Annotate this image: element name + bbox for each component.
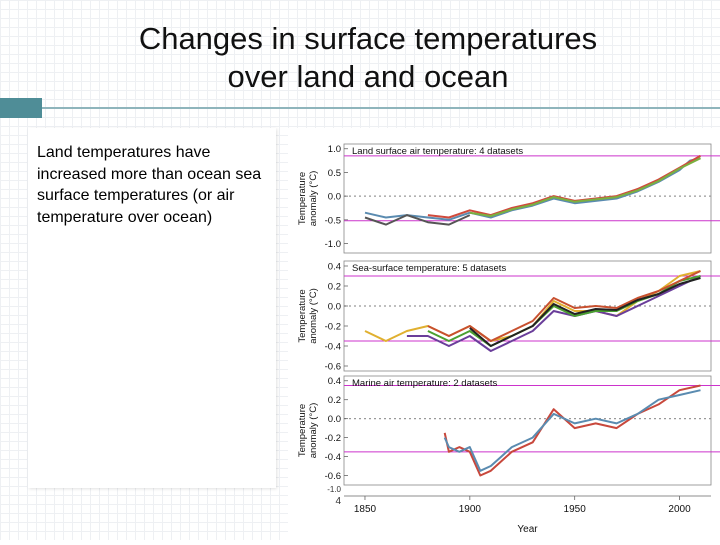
body-paragraph: Land temperatures have increased more th… xyxy=(37,144,262,226)
panel-1-series-3-line xyxy=(427,154,701,219)
panel-1-ytick-label-4: -0.5 xyxy=(325,215,341,226)
panel-3-series-2-line xyxy=(443,389,701,472)
panel-1-ytick-label-5: -1.0 xyxy=(325,239,341,250)
panel-2-series-4-line xyxy=(427,270,701,342)
panel-3-frame xyxy=(343,375,712,486)
panel-2-frame xyxy=(343,260,712,372)
panel-1-ylabel-line-1: Temperature xyxy=(297,172,308,225)
panel-3-ytick-label-3: 0.0 xyxy=(328,414,341,425)
body-text-box: Land temperatures have increased more th… xyxy=(28,128,276,488)
panel-1-series-4-line xyxy=(469,157,701,217)
slide-title: Changes in surface temperatures over lan… xyxy=(90,20,646,96)
panel-3-ytick-label-4: -0.2 xyxy=(325,433,341,444)
panel-1-title: Land surface air temperature: 4 datasets xyxy=(352,146,523,157)
panel-3-ytick-label-1: 0.4 xyxy=(328,376,341,387)
panel-3-ylabel-line-2: anomaly (°C) xyxy=(308,403,319,459)
x-axis-tick-label-2: 1900 xyxy=(459,504,482,515)
accent-divider xyxy=(42,107,720,109)
panel-2-ytick-label-2: 0.2 xyxy=(328,282,341,293)
panel-3-title: Marine air temperature: 2 datasets xyxy=(352,378,497,389)
panel-2-series-2-line xyxy=(406,275,701,352)
panel-1-series-1-line xyxy=(364,157,701,221)
panel-3-ytick-label-2: 0.2 xyxy=(328,395,341,406)
panel-1-series-2-line xyxy=(364,214,471,226)
slide-title-line-1: Changes in surface temperatures xyxy=(138,21,598,56)
x-axis-tick-label-3: 1950 xyxy=(564,504,587,515)
panel-2-ylabel-line-1: Temperature xyxy=(297,289,308,342)
panel-2-ytick-label-3: 0.0 xyxy=(328,302,341,313)
panel-1-ytick-label-2: 0.5 xyxy=(328,168,341,179)
panel-1-ytick-label-3: 0.0 xyxy=(328,192,341,203)
panel-1-ylabel-line-2: anomaly (°C) xyxy=(308,171,319,227)
panel-2-ytick-label-6: -0.6 xyxy=(325,362,341,373)
panel-3-series-1-line xyxy=(443,384,701,477)
cropped-label-2: 4 xyxy=(335,496,341,507)
x-axis-title: Year xyxy=(517,524,538,535)
panel-2-title: Sea-surface temperature: 5 datasets xyxy=(352,263,506,274)
panel-2-series-5-line xyxy=(469,277,701,347)
panel-3-ytick-label-6: -0.6 xyxy=(325,471,341,482)
x-axis-tick-label-1: 1850 xyxy=(354,504,377,515)
panel-3-ytick-label-5: -0.4 xyxy=(325,452,341,463)
panel-1-frame xyxy=(343,143,712,254)
panel-2-ytick-label-5: -0.4 xyxy=(325,342,341,353)
panel-2-ytick-label-4: -0.2 xyxy=(325,322,341,333)
panel-3-ylabel-line-1: Temperature xyxy=(297,404,308,457)
temperature-figure: 1.0 0.5 0.0 -0.5 -1.0 Temperature anomaly (°C)… xyxy=(288,128,720,540)
slide-title-line-2: over land and ocean xyxy=(227,59,509,94)
cropped-label-1: -1.0 xyxy=(327,485,341,494)
panel-1-ytick-label-1: 1.0 xyxy=(328,144,341,155)
panel-2-ylabel-line-2: anomaly (°C) xyxy=(308,288,319,344)
panel-2-ytick-label-1: 0.4 xyxy=(328,262,341,273)
x-axis-tick-label-4: 2000 xyxy=(668,504,691,515)
accent-bar xyxy=(0,98,42,118)
